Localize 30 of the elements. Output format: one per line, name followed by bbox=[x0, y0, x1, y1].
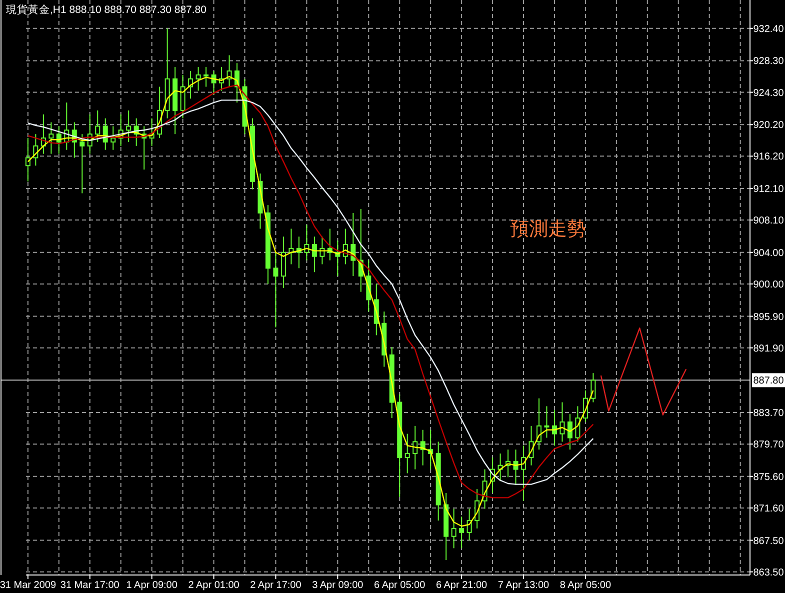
x-tick-label: 6 Apr 05:00 bbox=[374, 580, 426, 591]
x-tick-label: 2 Apr 01:00 bbox=[188, 580, 240, 591]
y-tick-label: 916.20 bbox=[753, 152, 784, 163]
y-tick-label: 863.50 bbox=[753, 567, 784, 578]
x-tick-label: 6 Apr 21:00 bbox=[436, 580, 488, 591]
x-tick-label: 2 Apr 17:00 bbox=[250, 580, 302, 591]
x-tick-label: 31 Mar 2009 bbox=[0, 580, 56, 591]
y-tick-label: 867.50 bbox=[753, 536, 784, 547]
y-tick-label: 875.60 bbox=[753, 472, 784, 483]
y-tick-label: 895.90 bbox=[753, 312, 784, 323]
annotation: 預測走勢 bbox=[510, 219, 586, 240]
y-tick-label: 932.40 bbox=[753, 24, 784, 35]
y-tick-label: 891.90 bbox=[753, 343, 784, 354]
y-tick-label: 871.60 bbox=[753, 503, 784, 514]
x-tick-label: 3 Apr 09:00 bbox=[312, 580, 364, 591]
y-tick-label: 912.10 bbox=[753, 184, 784, 196]
y-tick-label: 908.10 bbox=[753, 216, 784, 227]
y-tick-label: 920.20 bbox=[753, 120, 784, 132]
y-tick-label: 900.00 bbox=[753, 279, 784, 290]
y-tick-label: 879.70 bbox=[753, 440, 784, 451]
y-tick-label: 924.30 bbox=[753, 88, 784, 99]
x-tick-label: 7 Apr 13:00 bbox=[498, 580, 550, 591]
x-tick-label: 8 Apr 05:00 bbox=[560, 580, 612, 591]
x-tick-label: 31 Mar 17:00 bbox=[60, 580, 120, 591]
x-tick-label: 1 Apr 09:00 bbox=[126, 580, 178, 591]
ref-line-label: 887.80 bbox=[753, 376, 784, 387]
y-tick-label: 928.30 bbox=[753, 56, 784, 68]
y-tick-label: 904.00 bbox=[753, 248, 784, 259]
chart-title: 現貨黃金,H1 888.10 888.70 887.30 887.80 bbox=[6, 3, 207, 16]
y-tick-label: 883.70 bbox=[753, 408, 784, 420]
